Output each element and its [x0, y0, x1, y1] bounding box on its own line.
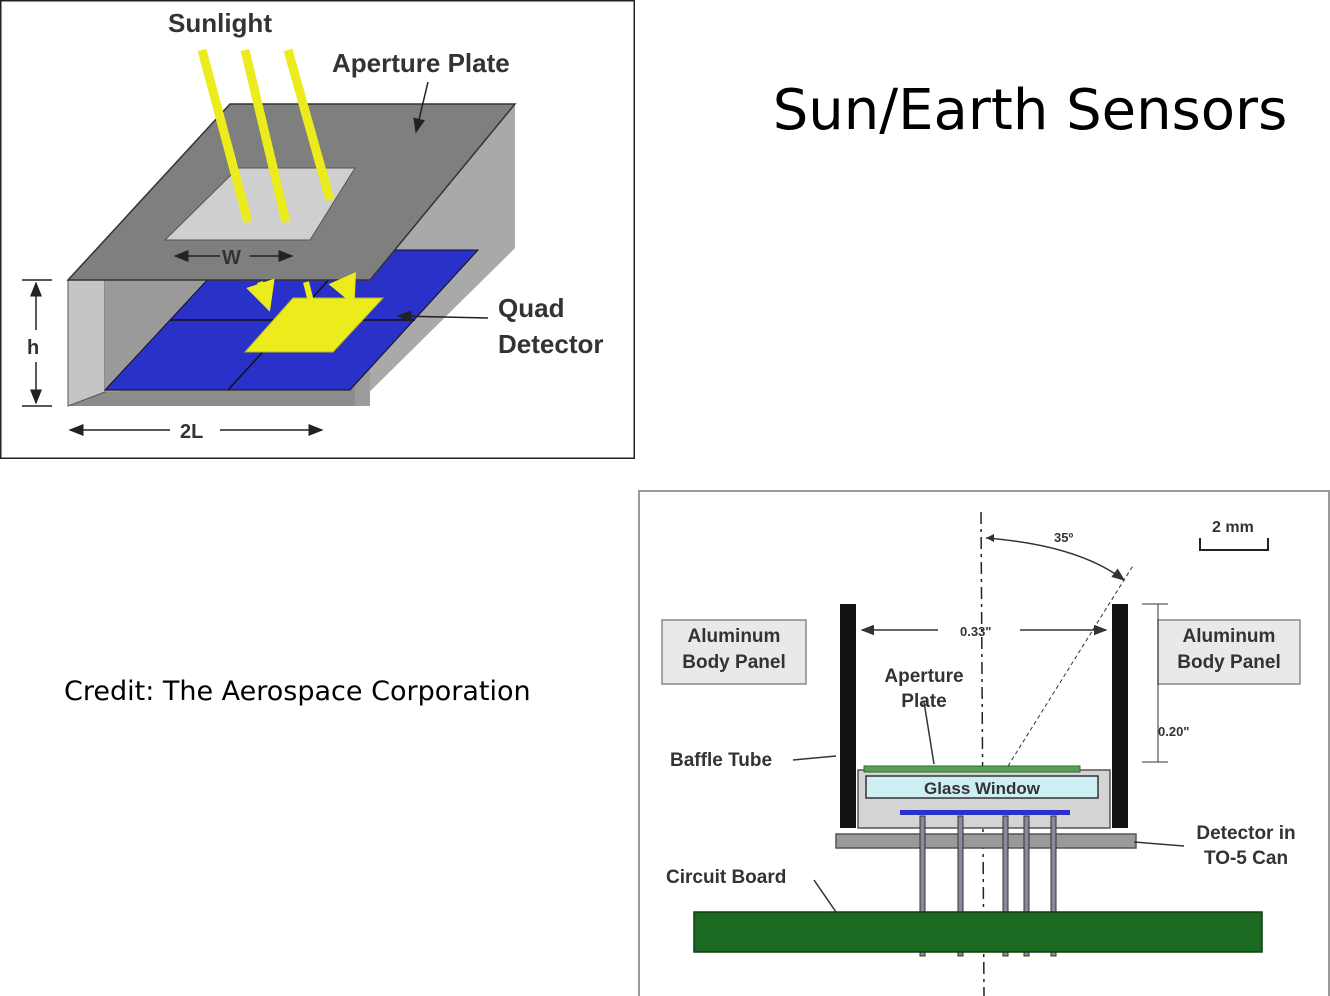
detector-label: Detector: [498, 329, 603, 359]
angle-arc: [985, 537, 1126, 581]
circuit-board-leader: [813, 879, 837, 913]
angle-arc-start: [986, 534, 994, 542]
height-dim-label: 0.20": [1158, 724, 1189, 739]
detector-label-line1: Detector in: [1196, 823, 1295, 844]
slide-title: Sun/Earth Sensors: [772, 78, 1288, 143]
glass-window: [865, 775, 1099, 799]
sunlight-rays: [197, 48, 356, 351]
aperture-label-line2: Plate: [901, 691, 946, 712]
sunlight-label: Sunlight: [168, 8, 272, 38]
circuit-board: [693, 911, 1263, 953]
aperture-label-line1: Aperture: [884, 666, 963, 687]
width-dim-label: 0.33": [960, 624, 991, 639]
aperture-plate-label: Aperture Plate: [332, 48, 510, 78]
aluminum-right-line1: Aluminum: [1183, 626, 1276, 647]
baffle-tube-label: Baffle Tube: [670, 750, 772, 771]
scale-bar: [1199, 538, 1269, 551]
aluminum-left-line2: Body Panel: [682, 652, 785, 673]
aluminum-right-line2: Body Panel: [1177, 652, 1280, 673]
quad-detector-figure: Sunlight Aperture Plate Quad Detector W …: [0, 0, 635, 459]
sensor-cross-section-figure: Aluminum Body Panel Aluminum Body Panel …: [638, 490, 1330, 996]
w-label: W: [222, 247, 241, 269]
glass-window-label: Glass Window: [924, 779, 1041, 798]
baffle-leader: [792, 755, 837, 761]
detector-leader: [1133, 841, 1185, 847]
dimension-h: [22, 279, 52, 407]
baffle-tube-left: [840, 604, 856, 828]
aperture-plate: [66, 103, 517, 281]
credit-text: Credit: The Aerospace Corporation: [64, 676, 531, 707]
aperture-plate-strip: [863, 765, 1081, 773]
two-l-label: 2L: [180, 421, 203, 443]
quad-label: Quad: [498, 293, 564, 323]
field-of-view-line: [1007, 563, 1135, 767]
aperture-leader: [923, 701, 935, 765]
detector-label-line2: TO-5 Can: [1204, 848, 1288, 869]
detector-chip: [900, 810, 1070, 815]
aluminum-body-panel-right: [1157, 619, 1301, 685]
to5-can-base: [835, 833, 1137, 849]
h-label: h: [27, 337, 39, 359]
leader-lines: [396, 81, 489, 323]
angle-label: 35º: [1054, 530, 1073, 545]
aluminum-body-panel-left: [661, 619, 807, 685]
detector-pins: [919, 815, 1057, 957]
circuit-board-label: Circuit Board: [666, 867, 786, 888]
aluminum-left-line1: Aluminum: [688, 626, 781, 647]
scale-label: 2 mm: [1212, 519, 1254, 536]
baffle-tube-right: [1112, 604, 1128, 828]
